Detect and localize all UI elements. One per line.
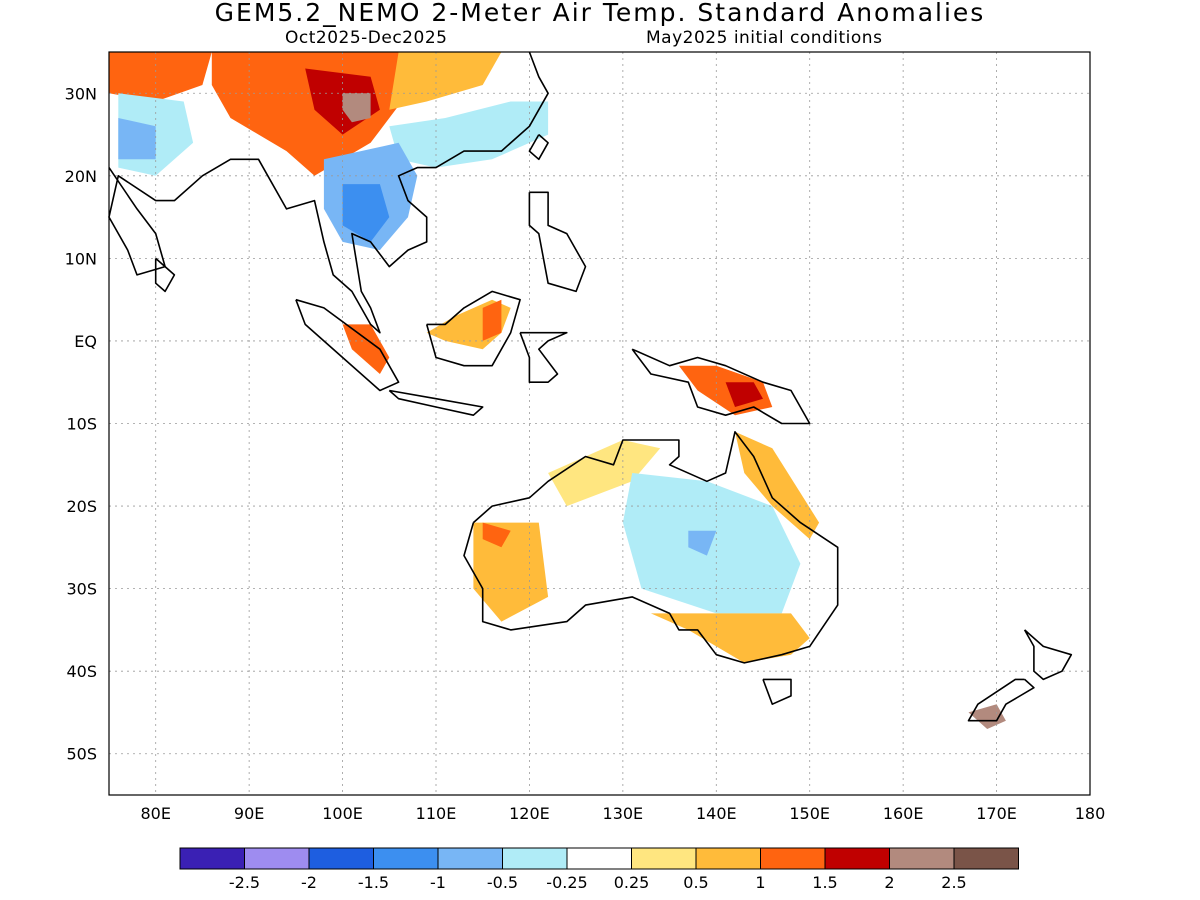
- lon-tick-label: 90E: [234, 804, 264, 823]
- anomaly-region-w-australia-warm: [473, 522, 549, 622]
- lat-tick-label: 40S: [66, 662, 97, 681]
- anomaly-region-borneo-hot: [482, 299, 502, 341]
- colorbar-label: -0.5: [487, 873, 518, 892]
- coastline-nz-north: [1023, 629, 1073, 681]
- lon-tick-label: 140E: [696, 804, 737, 823]
- coastline-australia: [463, 430, 839, 664]
- colorbar-swatch: [824, 847, 890, 870]
- colorbar-label: 2.5: [941, 873, 966, 892]
- coastline-taiwan: [528, 133, 549, 161]
- coastline-philippines: [528, 191, 587, 293]
- coastline-nz-south: [967, 678, 1035, 722]
- colorbar-label: 0.5: [683, 873, 708, 892]
- coastline-new-guinea: [631, 348, 811, 425]
- colorbar-label: 1: [755, 873, 765, 892]
- colorbar-swatch: [566, 847, 632, 870]
- anomaly-region-e-australia-warm: [735, 431, 820, 540]
- lat-tick-label: 20N: [65, 167, 97, 186]
- colorbar-label: -2.5: [229, 873, 260, 892]
- lon-tick-label: 180: [1075, 804, 1106, 823]
- anomaly-region-nw-india-warm: [109, 52, 212, 102]
- colorbar-label: -0.25: [546, 873, 587, 892]
- coastline-borneo: [425, 290, 521, 367]
- lat-tick-label: 10S: [66, 415, 97, 434]
- map-frame: [108, 51, 1091, 796]
- anomaly-region-indochina-cooler: [342, 184, 390, 242]
- anomaly-region-sumatra-warm: [342, 324, 390, 374]
- lat-tick-label: EQ: [74, 332, 97, 351]
- anomaly-region-w-australia-hot: [482, 522, 511, 548]
- anomaly-region-nz-warm: [968, 704, 1006, 729]
- coastline-sumatra: [295, 298, 400, 392]
- colorbar-swatch: [437, 847, 503, 870]
- coastline-sri-lanka: [154, 257, 176, 293]
- initial-conditions: May2025 initial conditions: [646, 28, 883, 48]
- colorbar: -2.5 -2 -1.5 -1 -0.5 -0.25 0.25 0.5 1 1.5 2 2.5: [179, 847, 1019, 892]
- lat-tick-label: 20S: [66, 497, 97, 516]
- colorbar-swatch: [373, 847, 439, 870]
- lat-tick-label: 30S: [66, 580, 97, 599]
- colorbar-label: -1: [430, 873, 446, 892]
- lon-tick-label: 100E: [322, 804, 363, 823]
- anomaly-region-n-australia-warm: [548, 440, 661, 507]
- colorbar-swatch: [502, 847, 568, 870]
- anomaly-region-india-cooler: [118, 118, 156, 160]
- anomaly-shading: [109, 52, 1006, 729]
- anomaly-region-central-australia-cooler: [688, 530, 717, 556]
- lat-tick-label: 10N: [65, 249, 97, 268]
- lon-tick-label: 130E: [603, 804, 644, 823]
- coastline-java: [388, 389, 484, 417]
- colorbar-swatch: [953, 847, 1019, 870]
- colorbar-label: -1.5: [358, 873, 389, 892]
- coastline-sulawesi: [519, 331, 568, 384]
- anomaly-region-central-australia-cool: [622, 473, 801, 614]
- lat-tick-label: 30N: [65, 84, 97, 103]
- colorbar-swatch: [179, 847, 245, 870]
- anomaly-region-se-australia-warm: [650, 613, 810, 663]
- colorbar-label: -2: [301, 873, 317, 892]
- anomaly-region-new-guinea-hot: [725, 382, 763, 407]
- colorbar-label: 1.5: [812, 873, 837, 892]
- colorbar-swatch: [760, 847, 826, 870]
- lon-tick-label: 150E: [789, 804, 830, 823]
- coastline-asia-coast: [108, 51, 549, 334]
- lon-tick-label: 110E: [416, 804, 457, 823]
- colorbar-swatch: [889, 847, 955, 870]
- coastline-tasmania: [762, 678, 792, 706]
- lon-tick-label: 120E: [509, 804, 550, 823]
- coastlines: [108, 51, 1073, 722]
- colorbar-label: 0.25: [614, 873, 650, 892]
- map-gridlines: [109, 52, 1090, 795]
- lon-tick-label: 170E: [976, 804, 1017, 823]
- map-title: GEM5.2_NEMO 2-Meter Air Temp. Standard A…: [214, 0, 986, 27]
- colorbar-label: 2: [884, 873, 894, 892]
- anomaly-region-tibet-extreme: [342, 93, 371, 123]
- colorbar-swatch: [631, 847, 697, 870]
- colorbar-swatch: [695, 847, 761, 870]
- anomaly-region-china-warm: [389, 52, 502, 110]
- colorbar-swatch: [308, 847, 374, 870]
- axis-tick-labels: 80E 90E 100E 110E 120E 130E 140E 150E 160E 170E 18…: [65, 84, 1106, 823]
- forecast-period: Oct2025-Dec2025: [285, 28, 448, 48]
- lon-tick-label: 160E: [883, 804, 924, 823]
- lat-tick-label: 50S: [66, 745, 97, 764]
- anomaly-region-south-china-cool: [389, 101, 549, 168]
- colorbar-swatch: [244, 847, 310, 870]
- lon-tick-label: 80E: [140, 804, 170, 823]
